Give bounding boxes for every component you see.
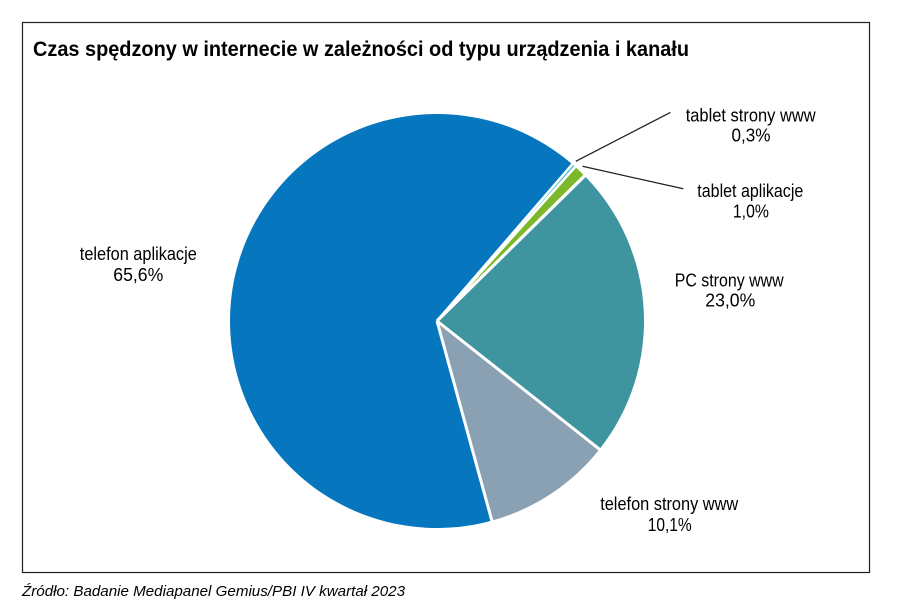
svg-text:0,3%: 0,3% [732,126,771,146]
svg-text:tablet strony www: tablet strony www [686,105,817,125]
svg-text:10,1%: 10,1% [648,515,692,535]
svg-text:Czas spędzony w internecie w z: Czas spędzony w internecie w zależności … [33,38,689,61]
svg-text:Źródło: Badanie Mediapanel Gem: Źródło: Badanie Mediapanel Gemius/PBI IV… [21,583,406,600]
svg-text:telefon strony www: telefon strony www [600,494,739,514]
svg-text:PC strony www: PC strony www [675,271,785,291]
svg-text:65,6%: 65,6% [113,265,163,285]
svg-text:23,0%: 23,0% [705,291,755,311]
svg-text:telefon aplikacje: telefon aplikacje [80,244,197,264]
svg-text:tablet aplikacje: tablet aplikacje [697,181,803,201]
svg-text:1,0%: 1,0% [733,202,769,222]
